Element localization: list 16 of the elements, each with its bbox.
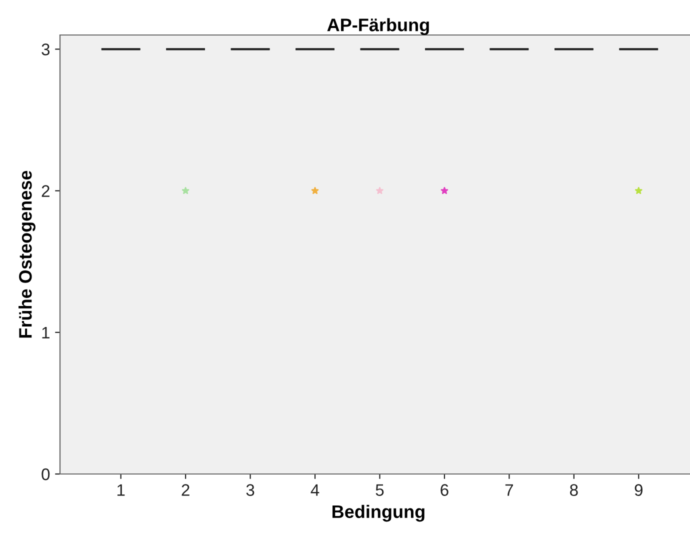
x-axis-title: Bedingung <box>332 504 424 522</box>
x-tick-label: 4 <box>310 484 320 496</box>
x-tick-label: 7 <box>505 484 513 496</box>
y-tick-label: 1 <box>42 326 50 338</box>
y-tick-label: 0 <box>42 468 50 480</box>
x-tick-label: 6 <box>440 484 448 496</box>
x-tick-label: 8 <box>570 484 578 496</box>
y-tick-label: 3 <box>42 44 50 56</box>
chart-title: AP-Färbung <box>327 18 429 35</box>
x-tick-label: 3 <box>246 484 254 496</box>
x-tick-label: 1 <box>117 484 125 496</box>
x-tick-label: 9 <box>634 484 642 496</box>
x-tick-label: 2 <box>182 484 190 496</box>
y-axis-title: Frühe Osteogenese <box>18 170 36 338</box>
x-tick-label: 5 <box>376 484 384 496</box>
y-tick-label: 2 <box>42 185 50 197</box>
